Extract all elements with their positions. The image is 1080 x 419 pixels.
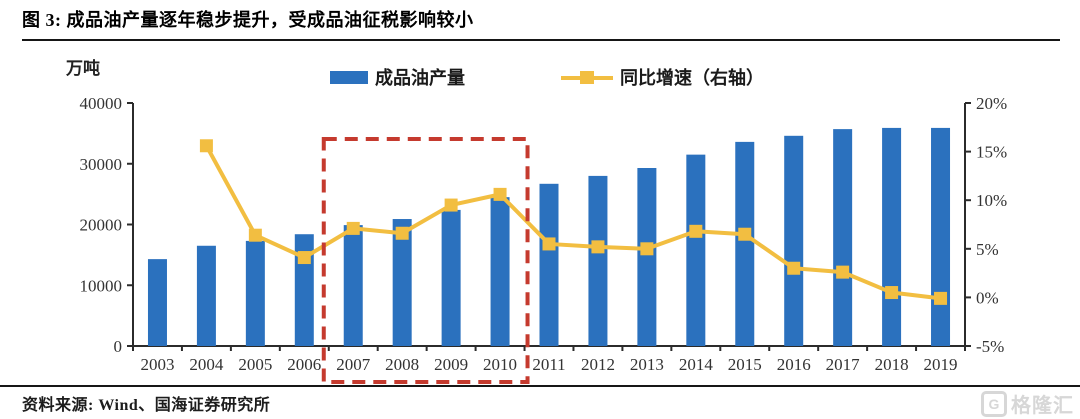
- bar-series-swatch-icon: [330, 70, 368, 84]
- x-tick-label-2004: 2004: [189, 355, 224, 374]
- x-tick-label-2014: 2014: [679, 355, 714, 374]
- legend-label-production: 成品油产量: [375, 68, 465, 88]
- bar-2014: [686, 154, 706, 346]
- marker-2017: [836, 265, 850, 279]
- marker-2005: [248, 228, 262, 242]
- x-tick-label-2005: 2005: [238, 355, 272, 374]
- gelonghui-logo: G 格隆汇: [981, 389, 1074, 418]
- marker-2007: [346, 221, 360, 235]
- x-tick-label-2016: 2016: [777, 355, 811, 374]
- legend-item-growth: 同比增速（右轴）: [561, 64, 764, 90]
- x-tick-label-2015: 2015: [728, 355, 762, 374]
- bar-2008: [392, 219, 412, 346]
- bar-2018: [882, 127, 902, 346]
- marker-2015: [738, 227, 752, 241]
- x-tick-label-2007: 2007: [336, 355, 371, 374]
- gelonghui-logo-icon: G: [981, 390, 1007, 417]
- left-axis-tick-label: 20000: [80, 216, 123, 235]
- right-axis-tick-label: 20%: [976, 94, 1007, 113]
- x-tick-label-2017: 2017: [826, 355, 861, 374]
- production-growth-chart: 0 10000 20000 30000 40000 -5% 0% 5% 10% 15% 20% 200…: [80, 94, 1007, 384]
- x-tick-label-2011: 2011: [532, 355, 565, 374]
- x-tick-label-2006: 2006: [287, 355, 321, 374]
- left-axis-tick-label: 10000: [80, 276, 123, 295]
- bottom-divider: [0, 385, 1080, 387]
- right-axis-tick-label: 15%: [976, 143, 1007, 162]
- bar-2019: [931, 127, 951, 346]
- data-source: 资料来源: Wind、国海证券研究所: [22, 397, 271, 414]
- x-tick-label-2009: 2009: [434, 355, 468, 374]
- x-tick-label-2003: 2003: [140, 355, 174, 374]
- marker-2004: [199, 139, 213, 153]
- legend-item-production: 成品油产量: [330, 64, 465, 90]
- chart-legend: 成品油产量 同比增速（右轴）: [330, 64, 764, 90]
- x-tick-label-2019: 2019: [924, 355, 958, 374]
- left-axis-tick-label: 0: [114, 337, 123, 356]
- x-tick-label-2013: 2013: [630, 355, 664, 374]
- x-tick-label-2018: 2018: [875, 355, 909, 374]
- marker-2009: [444, 198, 458, 212]
- marker-2018: [885, 286, 899, 300]
- gelonghui-logo-text: 格隆汇: [1011, 395, 1074, 417]
- bar-2011: [539, 183, 559, 346]
- bar-2007: [343, 225, 363, 346]
- marker-2010: [493, 187, 507, 201]
- bar-2013: [637, 168, 657, 346]
- marker-2011: [542, 237, 556, 251]
- legend-label-growth: 同比增速（右轴）: [620, 68, 764, 88]
- x-tick-label-2010: 2010: [483, 355, 517, 374]
- x-tick-label-2008: 2008: [385, 355, 419, 374]
- bar-2005: [245, 240, 265, 346]
- figure-title: 图 3: 成品油产量逐年稳步提升，受成品油征税影响较小: [22, 6, 1060, 41]
- right-axis-tick-label: 5%: [976, 240, 999, 259]
- left-axis-tick-label: 40000: [80, 94, 123, 113]
- right-axis-tick-label: 0%: [976, 288, 999, 307]
- x-tick-label-2012: 2012: [581, 355, 615, 374]
- right-axis-tick-label: 10%: [976, 191, 1007, 210]
- line-series-swatch-icon: [561, 70, 613, 84]
- left-axis-unit-label: 万吨: [66, 59, 100, 78]
- bar-2015: [735, 141, 755, 346]
- right-axis-tick-label: -5%: [976, 337, 1004, 356]
- marker-2014: [689, 224, 703, 238]
- bar-2016: [784, 135, 804, 346]
- bar-2010: [490, 197, 510, 346]
- bar-2003: [147, 259, 167, 346]
- marker-2016: [787, 261, 801, 275]
- highlight-box-2007-2010: [321, 137, 530, 384]
- bar-2006: [294, 234, 314, 346]
- marker-2019: [934, 291, 948, 305]
- bar-2012: [588, 175, 608, 346]
- growth-line: [204, 144, 941, 301]
- marker-2008: [395, 226, 409, 240]
- left-axis-tick-label: 30000: [80, 155, 123, 174]
- marker-2006: [297, 251, 311, 265]
- bar-2004: [196, 245, 216, 346]
- marker-2012: [591, 240, 605, 254]
- bar-2017: [833, 129, 853, 346]
- marker-2013: [640, 242, 654, 256]
- bar-2009: [441, 209, 461, 346]
